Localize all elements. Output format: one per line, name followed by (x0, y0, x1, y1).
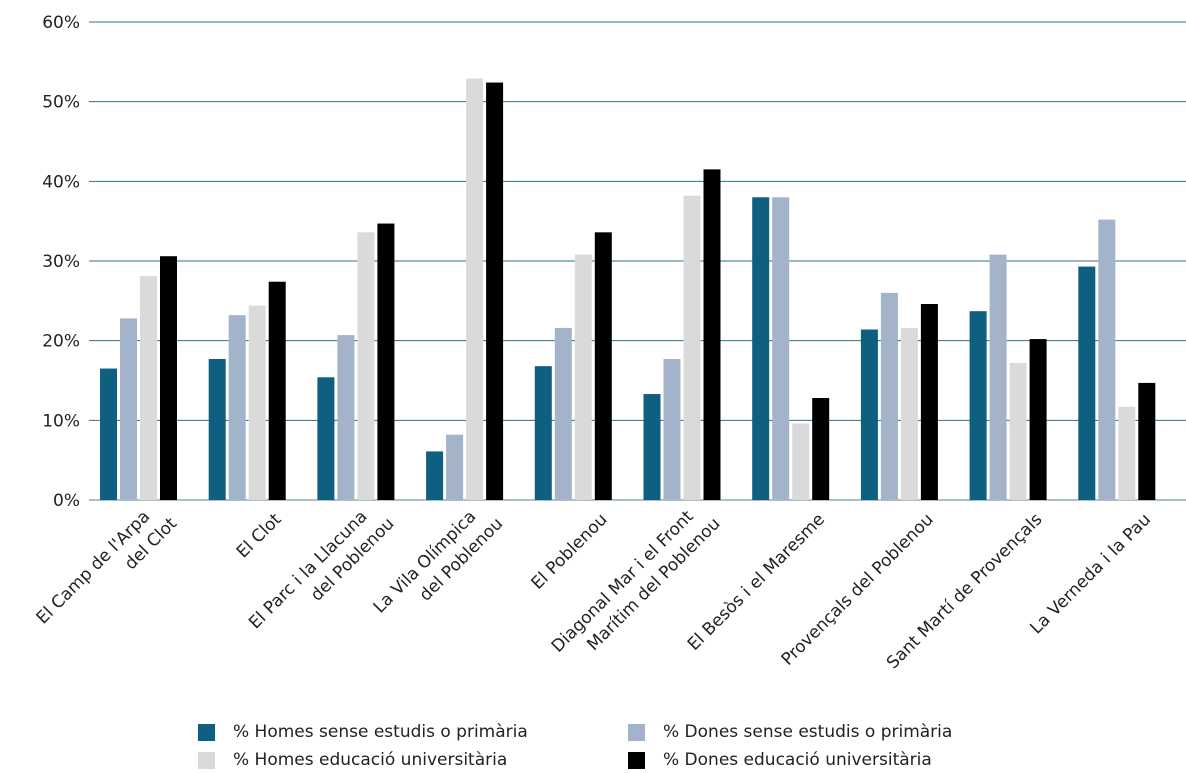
bar (268, 281, 286, 500)
legend-swatch (628, 751, 645, 769)
legend-item-homes-universitaria: % Homes educació universitària (198, 748, 628, 772)
bar (1118, 406, 1136, 500)
legend-swatch (198, 723, 215, 741)
bar (1029, 339, 1047, 500)
bar (446, 434, 464, 500)
bar (969, 311, 987, 500)
legend: % Homes sense estudis o primària % Dones… (198, 720, 1018, 772)
legend-label: % Homes educació universitària (233, 750, 508, 770)
bar (594, 232, 612, 500)
bar (317, 377, 335, 500)
legend-swatch (198, 751, 215, 769)
y-tick-label: 0% (53, 491, 80, 511)
bar (1098, 219, 1116, 500)
legend-item-dones-universitaria: % Dones educació universitària (628, 748, 1018, 772)
x-tick-label: El Clot (233, 509, 286, 562)
bar (643, 394, 661, 500)
legend-item-homes-sense-estudis: % Homes sense estudis o primària (198, 720, 628, 744)
bar (120, 318, 137, 500)
bar (989, 254, 1007, 500)
x-tick-label: La Verneda i la Pau (1026, 510, 1155, 639)
x-tick-label: La Vila Olímpicadel Poblenou (370, 497, 508, 635)
bar (160, 256, 177, 500)
y-tick-label: 40% (42, 172, 80, 192)
bar-chart: 0% 10% 20% 30% 40% 50% 60% El Camp de l'Arpadel… (33, 13, 1186, 673)
bar (792, 423, 810, 500)
y-tick-label: 50% (42, 93, 80, 113)
bar (1009, 362, 1027, 500)
bar (337, 335, 355, 500)
bar (1138, 382, 1156, 500)
legend-swatch (628, 723, 645, 741)
bar (860, 329, 878, 500)
bar (752, 197, 770, 500)
bar (703, 169, 721, 500)
bar (772, 197, 790, 500)
y-tick-label: 20% (42, 332, 80, 352)
y-tick-label: 10% (42, 411, 80, 431)
bar (248, 305, 266, 500)
bar (663, 358, 681, 500)
legend-label: % Dones educació universitària (663, 750, 932, 770)
bar (377, 223, 395, 500)
bar (920, 304, 938, 500)
bar (426, 451, 444, 500)
legend-label: % Homes sense estudis o primària (233, 722, 528, 742)
legend-item-dones-sense-estudis: % Dones sense estudis o primària (628, 720, 1018, 744)
bar (534, 366, 552, 500)
y-tick-label: 60% (42, 13, 80, 33)
bar (228, 315, 246, 500)
bar (486, 82, 504, 501)
bar (880, 292, 898, 500)
y-tick-label: 30% (42, 252, 80, 272)
bar (357, 232, 375, 500)
bar (100, 368, 117, 500)
bar (574, 254, 592, 500)
bar (208, 358, 226, 500)
bar (812, 398, 830, 500)
x-tick-label: El Camp de l'Arpadel Clot (33, 497, 182, 646)
bar (140, 276, 157, 500)
bar (554, 327, 572, 500)
bar (1078, 266, 1096, 500)
bar (683, 195, 701, 500)
legend-label: % Dones sense estudis o primària (663, 722, 953, 742)
x-tick-label: El Poblenou (528, 510, 612, 594)
bar (466, 78, 484, 501)
bar (900, 327, 918, 500)
